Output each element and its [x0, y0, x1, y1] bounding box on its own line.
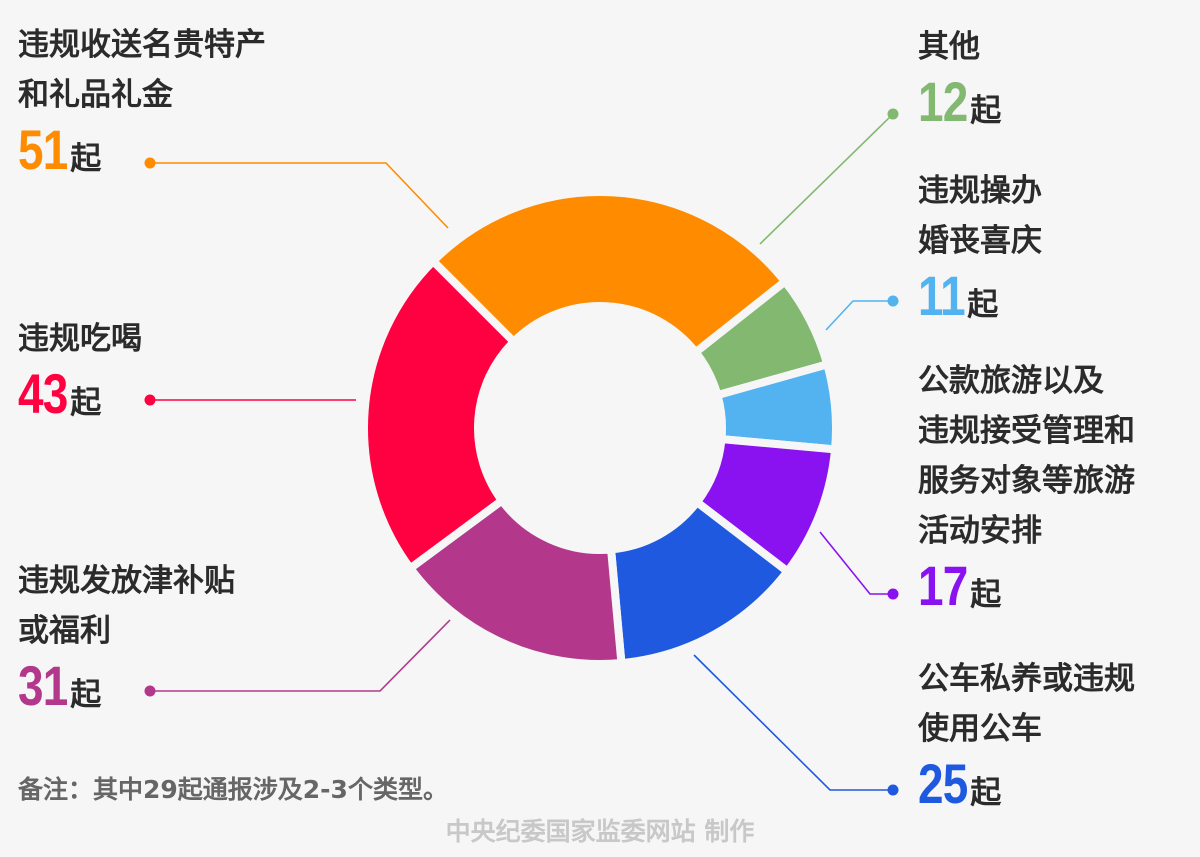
value-travel: 17 — [918, 554, 968, 617]
label-wedding-line-1: 违规操办 — [918, 173, 1042, 209]
value-subsidy: 31 — [18, 654, 68, 717]
label-travel-line-4: 活动安排 — [918, 513, 1042, 549]
leader-dot-wedding — [887, 295, 899, 307]
leader-line-wedding — [825, 300, 893, 331]
label-other: 其他 12起 — [918, 22, 1001, 139]
slice-car — [606, 496, 794, 668]
unit-dining: 起 — [70, 385, 102, 421]
label-travel-line-2: 违规接受管理和 — [918, 413, 1135, 449]
slice-subsidy — [404, 494, 626, 668]
leader-dot-other — [887, 108, 899, 120]
leader-line-car — [693, 654, 893, 791]
unit-car: 起 — [970, 775, 1002, 811]
unit-subsidy: 起 — [70, 677, 102, 713]
label-gifts-line-2: 和礼品礼金 — [18, 77, 173, 113]
label-subsidy-line-1: 违规发放津补贴 — [18, 563, 235, 599]
credit-line: 中央纪委国家监委网站 制作 — [445, 817, 755, 846]
label-car: 公车私养或违规 使用公车 25起 — [918, 654, 1135, 821]
value-other: 12 — [918, 70, 968, 133]
value-wedding: 11 — [918, 264, 966, 327]
unit-gifts: 起 — [70, 141, 102, 177]
label-car-line-1: 公车私养或违规 — [918, 661, 1135, 697]
leader-dot-gifts — [144, 157, 156, 169]
leader-dot-car — [887, 784, 899, 796]
label-wedding: 违规操办 婚丧喜庆 11起 — [918, 166, 1042, 333]
slice-gifts — [427, 188, 791, 358]
label-travel-line-1: 公款旅游以及 — [918, 363, 1104, 399]
leader-dot-travel — [887, 588, 899, 600]
leader-line-other — [759, 113, 894, 245]
unit-wedding: 起 — [967, 287, 999, 323]
value-car: 25 — [918, 752, 968, 815]
leader-line-gifts — [150, 162, 449, 229]
slice-dining — [360, 255, 520, 574]
footnote: 备注：其中29起通报涉及2-3个类型。 — [18, 775, 448, 804]
leader-dot-dining — [144, 394, 156, 406]
unit-other: 起 — [970, 93, 1002, 129]
leader-dot-subsidy — [144, 685, 156, 697]
label-gifts: 违规收送名贵特产 和礼品礼金 51起 — [18, 20, 266, 187]
unit-travel: 起 — [970, 577, 1002, 613]
label-dining-line-1: 违规吃喝 — [18, 321, 142, 357]
label-wedding-line-2: 婚丧喜庆 — [918, 223, 1042, 259]
label-dining: 违规吃喝 43起 — [18, 314, 142, 431]
label-car-line-2: 使用公车 — [918, 711, 1042, 747]
value-gifts: 51 — [18, 118, 68, 181]
label-subsidy-line-2: 或福利 — [18, 613, 111, 649]
leader-line-travel — [819, 531, 893, 595]
leader-line-subsidy — [150, 619, 451, 692]
label-travel-line-3: 服务对象等旅游 — [918, 463, 1135, 499]
label-other-line-1: 其他 — [918, 29, 980, 65]
label-subsidy: 违规发放津补贴 或福利 31起 — [18, 556, 235, 723]
label-gifts-line-1: 违规收送名贵特产 — [18, 27, 266, 63]
value-dining: 43 — [18, 362, 68, 425]
label-travel: 公款旅游以及 违规接受管理和 服务对象等旅游 活动安排 17起 — [918, 356, 1135, 623]
